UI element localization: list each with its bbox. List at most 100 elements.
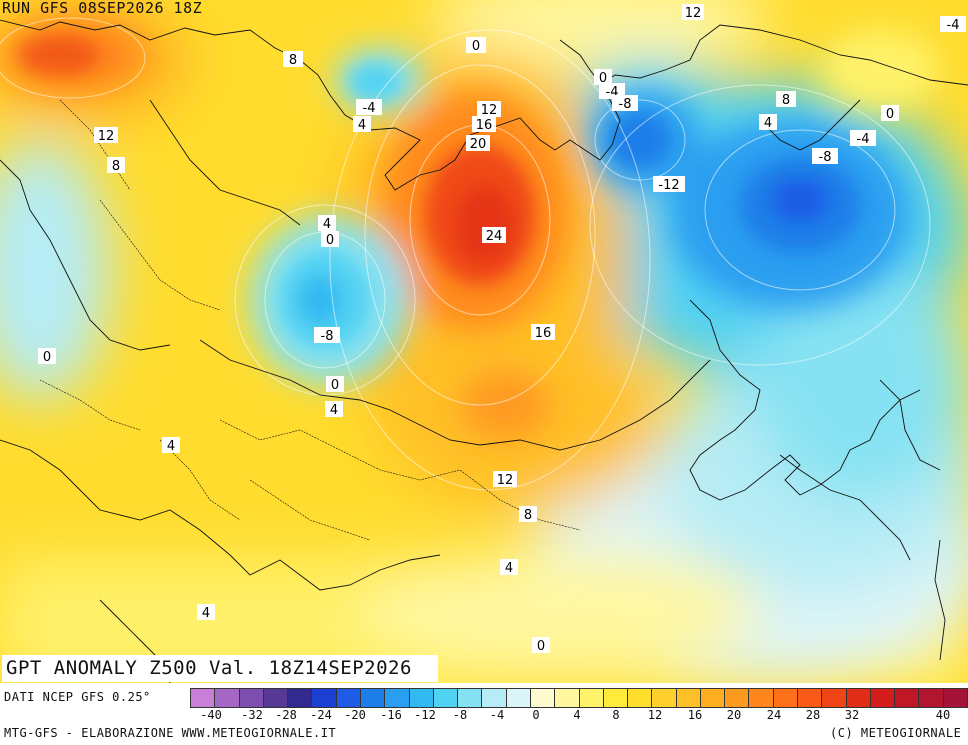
run-label: RUN GFS 08SEP2026 18Z (2, 0, 203, 17)
contour-label: 12 (477, 101, 501, 118)
svg-text:4: 4 (764, 116, 772, 131)
contour-label: -12 (653, 176, 685, 193)
color-scale-segment (822, 689, 847, 707)
svg-text:0: 0 (331, 378, 339, 393)
color-scale-tick-label: 32 (844, 708, 860, 722)
svg-text:-8: -8 (619, 97, 632, 112)
svg-text:0: 0 (537, 639, 545, 654)
svg-text:4: 4 (505, 561, 513, 576)
svg-text:0: 0 (886, 107, 894, 122)
color-scale-segment (943, 689, 967, 707)
color-scale-tick-label: -20 (344, 708, 366, 722)
svg-text:0: 0 (326, 233, 334, 248)
contour-label: 0 (881, 105, 899, 122)
svg-text:4: 4 (202, 606, 210, 621)
svg-text:4: 4 (323, 217, 331, 232)
svg-text:-12: -12 (658, 178, 679, 193)
color-scale-segment (798, 689, 823, 707)
contour-label-group: 12 -4 0 8 0 -4 -8 8 -4 4 12 16 4 0 12 8 … (38, 4, 966, 654)
color-scale-segment (433, 689, 459, 707)
color-scale-tick-label: 20 (726, 708, 742, 722)
color-scale-segment (312, 689, 337, 707)
color-scale-tick-label: -24 (310, 708, 332, 722)
svg-text:12: 12 (98, 129, 115, 144)
contour-label: 16 (531, 324, 555, 341)
svg-text:4: 4 (358, 118, 366, 133)
color-scale-segment (482, 689, 507, 707)
svg-text:-8: -8 (321, 329, 334, 344)
svg-text:12: 12 (685, 6, 702, 21)
color-scale-segment (603, 689, 629, 707)
color-scale-segment (676, 689, 701, 707)
contour-label: 4 (197, 604, 215, 621)
contour-label: -8 (314, 327, 340, 344)
contour-label: 8 (283, 51, 303, 68)
contour-label: 12 (682, 4, 704, 21)
color-scale-tick-label: 12 (647, 708, 663, 722)
color-scale-segment (239, 689, 264, 707)
color-scale-tick-label: 4 (573, 708, 581, 722)
svg-text:24: 24 (486, 229, 503, 244)
contour-label: 4 (500, 559, 518, 576)
svg-text:4: 4 (330, 403, 338, 418)
contour-label: 0 (594, 69, 612, 86)
contour-label: 8 (519, 506, 537, 523)
contour-label: 12 (94, 127, 118, 144)
data-source: DATI NCEP GFS 0.25° (4, 690, 151, 704)
contour-label: 4 (162, 437, 180, 454)
svg-text:16: 16 (476, 118, 493, 133)
contour-label: 8 (107, 157, 125, 174)
svg-text:-4: -4 (363, 101, 376, 116)
color-scale-segment (385, 689, 410, 707)
color-scale-segment (700, 689, 726, 707)
color-scale-tick-label: -16 (380, 708, 402, 722)
color-scale-tick-label: 16 (687, 708, 703, 722)
color-scale-segment (773, 689, 799, 707)
color-scale-segment (191, 689, 216, 707)
title-background (2, 655, 438, 682)
color-scale-segment (458, 689, 483, 707)
svg-text:16: 16 (535, 326, 552, 341)
svg-text:8: 8 (112, 159, 120, 174)
contour-label: 12 (493, 471, 517, 488)
svg-text:-4: -4 (857, 132, 870, 147)
color-scale-segment (336, 689, 361, 707)
contour-label: -8 (612, 95, 638, 112)
contour-label: 0 (321, 231, 339, 248)
contour-label: 0 (532, 637, 550, 654)
svg-text:0: 0 (472, 39, 480, 54)
svg-text:12: 12 (481, 103, 498, 118)
color-scale-segment (555, 689, 580, 707)
contour-label: 4 (318, 215, 336, 232)
contour-label: 8 (776, 91, 796, 108)
contour-label: 0 (38, 348, 56, 365)
map-title: GPT ANOMALY Z500 Val. 18Z14SEP2026 (6, 657, 412, 679)
color-scale-segment (870, 689, 896, 707)
copyright-text: (C) METEOGIORNALE (830, 726, 962, 740)
color-scale-segment (579, 689, 604, 707)
credit-text: MTG-GFS - ELABORAZIONE WWW.METEOGIORNALE… (4, 726, 337, 740)
contour-label: -4 (356, 99, 382, 116)
color-scale-segment (628, 689, 653, 707)
color-scale-segment (652, 689, 677, 707)
color-scale-tick-label: -8 (452, 708, 468, 722)
color-scale-segment (749, 689, 774, 707)
color-scale-segment (409, 689, 434, 707)
svg-text:-8: -8 (819, 150, 832, 165)
svg-text:20: 20 (470, 137, 487, 152)
svg-text:-4: -4 (947, 18, 960, 33)
svg-text:4: 4 (167, 439, 175, 454)
color-scale-tick-label: 8 (612, 708, 620, 722)
contour-label: -4 (940, 16, 966, 33)
color-scale-segment (506, 689, 531, 707)
color-scale-tick-label: 40 (935, 708, 951, 722)
contour-label: -8 (812, 148, 838, 165)
field-core (20, 35, 860, 350)
color-scale-segment (919, 689, 944, 707)
color-scale-segment (288, 689, 313, 707)
contour-label: 24 (482, 227, 506, 244)
contour-label: 0 (326, 376, 344, 393)
contour-label: 20 (466, 135, 490, 152)
svg-text:0: 0 (43, 350, 51, 365)
color-scale-tick-label: -12 (414, 708, 436, 722)
